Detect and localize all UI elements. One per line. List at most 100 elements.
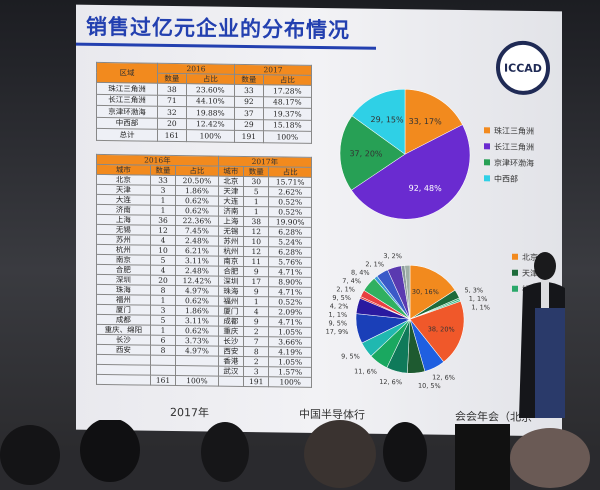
legend-swatch	[484, 143, 490, 150]
table-cell: 15.18%	[263, 119, 312, 132]
table-cell: 100%	[175, 375, 219, 387]
table-cell: 100%	[186, 129, 235, 142]
table-cell: 4	[150, 235, 176, 246]
table-cell: 0.62%	[175, 325, 219, 337]
table-cell: 20.50%	[175, 175, 219, 187]
header-city: 城市	[218, 166, 244, 177]
table-cell: 4.71%	[268, 266, 312, 278]
slide-title: 销售过亿元企业的分布情况	[86, 14, 350, 43]
header-count: 数量	[243, 166, 269, 177]
table-cell: 0.52%	[268, 206, 312, 218]
table-cell: 38	[243, 216, 269, 227]
table-cell: 3	[150, 305, 176, 316]
region-pie-chart: 33, 17% 92, 48% 37, 20% 29, 15%	[339, 88, 471, 220]
table-cell: 4	[150, 265, 176, 276]
table-cell: 12.42%	[186, 118, 235, 131]
table-cell: 7.45%	[175, 225, 219, 237]
table-cell: 1.05%	[268, 356, 312, 368]
table-cell: 2	[243, 326, 269, 337]
pie-data-label: 9, 5%	[329, 319, 348, 327]
header-region: 区域	[96, 62, 158, 84]
table-cell: 4.97%	[175, 285, 219, 297]
table-cell: 161	[150, 375, 176, 386]
table-cell: 0.62%	[175, 205, 219, 217]
table-cell: 5.24%	[268, 236, 312, 248]
header-count: 数量	[157, 73, 187, 84]
table-cell: 6	[150, 335, 176, 346]
pie-data-label: 12, 6%	[432, 373, 455, 381]
legend-swatch	[484, 175, 490, 182]
pie-data-label: 30, 16%	[412, 288, 439, 296]
legend-label: 长江三角洲	[494, 141, 534, 152]
pie-data-label: 1, 1%	[469, 295, 488, 303]
table-cell: 11	[243, 256, 269, 267]
table-cell: 重庆	[218, 326, 244, 337]
table-cell: 长沙	[218, 336, 244, 347]
table-cell: 成都	[218, 316, 244, 327]
table-cell: 10	[243, 236, 269, 247]
table-cell: 3.66%	[268, 336, 312, 348]
table-cell: 天津	[218, 186, 244, 197]
pie-data-label: 9, 5%	[332, 294, 351, 302]
table-cell: 8	[243, 346, 269, 357]
logo-text: ICCAD	[504, 61, 542, 75]
header-share: 占比	[268, 166, 312, 178]
table-cell: 2.48%	[175, 235, 219, 247]
table-cell: 15.71%	[268, 176, 312, 188]
pie-slice-京津环渤海	[339, 115, 406, 191]
table-cell: 5	[150, 255, 176, 266]
table-cell: 1.05%	[268, 326, 312, 338]
table-cell: 9	[243, 286, 269, 297]
table-cell: 29	[234, 118, 264, 131]
pie-data-label: 38, 20%	[428, 325, 455, 333]
pie-data-label: 1, 1%	[471, 303, 490, 311]
pie-data-label: 5, 3%	[465, 286, 484, 294]
iccad-logo: ICCAD	[496, 40, 550, 96]
legend-item: 珠江三角洲	[484, 122, 534, 139]
table-cell: 92	[234, 95, 264, 108]
table-cell: 12	[243, 246, 269, 257]
legend-item: 长江三角洲	[484, 138, 534, 155]
table-cell: 深圳	[218, 276, 244, 287]
pie-data-label: 29, 15%	[371, 115, 404, 124]
table-cell	[150, 355, 176, 366]
table-cell: 总计	[96, 128, 158, 141]
pie-data-label: 92, 48%	[409, 184, 442, 193]
table-cell: 4.71%	[268, 316, 312, 328]
table-cell: 5.76%	[268, 256, 312, 268]
table-cell: 4.71%	[268, 286, 312, 298]
table-cell: 1.86%	[175, 305, 219, 317]
table-cell: 30	[243, 176, 269, 187]
table-cell: 无锡	[218, 226, 244, 237]
pie-data-label: 33, 17%	[409, 117, 442, 126]
legend-label: 京津环渤海	[494, 157, 534, 168]
legend-item: 中西部	[484, 170, 534, 187]
table-cell: 1.57%	[268, 366, 312, 378]
table-cell: 5	[243, 186, 269, 197]
table-cell: 12.42%	[175, 275, 219, 287]
legend-item: 京津环渤海	[484, 154, 534, 171]
table-cell: 珠江三角洲	[96, 82, 158, 95]
table-cell: 杭州	[218, 246, 244, 257]
table-cell: 3.73%	[175, 335, 219, 347]
table-cell: 6.28%	[268, 246, 312, 258]
caption-part: 2017年	[170, 405, 209, 420]
legend-label: 中西部	[494, 173, 518, 184]
table-cell: 上海	[218, 216, 244, 227]
table-cell: 2.62%	[268, 186, 312, 198]
table-cell: 中西部	[96, 116, 158, 130]
pie-data-label: 17, 9%	[326, 328, 349, 336]
table-row: 总计 161 100% 191 100%	[96, 128, 312, 143]
table-cell: 5	[150, 315, 176, 326]
header-count: 数量	[234, 74, 264, 85]
table-cell: 0.52%	[268, 296, 312, 308]
table-cell	[96, 374, 151, 386]
table-cell: 福州	[218, 296, 244, 307]
pie-slice-上海	[409, 300, 465, 363]
pie-data-label: 4, 2%	[330, 302, 349, 310]
audience-heads	[0, 420, 590, 490]
table-cell: 2	[243, 356, 269, 367]
table-cell: 19.88%	[186, 106, 235, 119]
table-cell: 20	[150, 275, 176, 286]
legend-swatch	[484, 159, 490, 166]
